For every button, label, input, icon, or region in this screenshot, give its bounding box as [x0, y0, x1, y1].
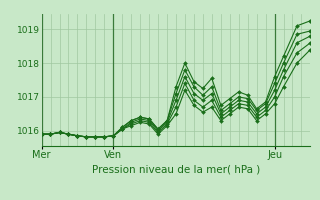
X-axis label: Pression niveau de la mer( hPa ): Pression niveau de la mer( hPa ): [92, 164, 260, 174]
